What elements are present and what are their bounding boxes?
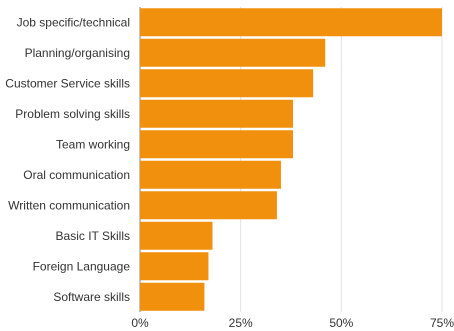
bar [140, 252, 209, 281]
bar [140, 191, 277, 220]
category-label: Job specific/technical [17, 15, 130, 29]
bar [140, 130, 294, 159]
x-tick-labels: 0% 25% 50% 75% [131, 316, 454, 330]
bar [140, 69, 314, 98]
bar [140, 282, 205, 311]
category-label: Team working [56, 137, 130, 151]
bar [140, 8, 442, 37]
x-tick-label: 75% [430, 316, 454, 330]
category-label: Oral communication [23, 168, 130, 182]
category-label: Basic IT Skills [56, 229, 130, 243]
category-label: Software skills [53, 290, 130, 304]
category-label: Customer Service skills [5, 76, 130, 90]
category-labels: Job specific/technical Planning/organisin… [5, 15, 130, 304]
bar [140, 221, 213, 250]
category-label: Written communication [8, 198, 130, 212]
bar [140, 160, 281, 189]
bar [140, 38, 326, 67]
bar [140, 99, 294, 128]
category-label: Planning/organising [25, 46, 130, 60]
category-label: Foreign Language [33, 259, 131, 273]
bars [140, 8, 442, 311]
x-tick-label: 50% [329, 316, 353, 330]
x-tick-label: 0% [131, 316, 149, 330]
x-tick-label: 25% [229, 316, 253, 330]
category-label: Problem solving skills [15, 107, 130, 121]
